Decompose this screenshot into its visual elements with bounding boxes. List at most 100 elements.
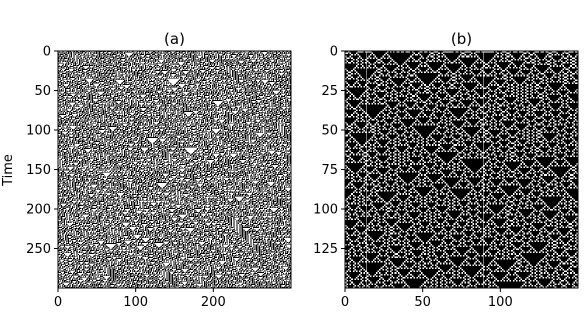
ca-row — [59, 241, 291, 243]
ca-row — [346, 145, 577, 148]
ca-row — [345, 269, 578, 271]
ca-row — [346, 243, 578, 246]
ca-row — [345, 232, 577, 235]
ca-row — [58, 248, 291, 250]
ca-row — [58, 174, 291, 176]
ca-row — [58, 269, 290, 271]
ca-row — [345, 60, 578, 63]
ca-row — [346, 212, 578, 214]
ca-row — [58, 277, 291, 279]
ca-row — [58, 130, 291, 131]
ca-row — [58, 270, 291, 272]
ca-row — [58, 265, 291, 266]
ca-row — [58, 88, 291, 90]
ca-row — [345, 257, 577, 260]
ca-row — [58, 247, 291, 249]
ca-row — [58, 200, 287, 202]
ca-row — [60, 80, 291, 82]
ca-row — [345, 223, 577, 225]
ca-row — [345, 178, 578, 181]
ca-row — [61, 275, 291, 277]
ca-row — [58, 56, 291, 58]
ca-row — [58, 257, 291, 258]
ca-row — [58, 259, 291, 261]
ca-row — [346, 284, 578, 287]
ca-row — [59, 172, 291, 174]
ca-row — [61, 117, 291, 119]
ca-row — [345, 264, 577, 266]
ca-row — [345, 69, 577, 72]
ca-row — [58, 235, 291, 237]
ca-row — [345, 71, 578, 74]
ca-row — [58, 103, 291, 105]
ca-row — [58, 216, 291, 217]
ca-row — [59, 283, 289, 285]
ca-row — [58, 253, 291, 255]
ca-row — [58, 88, 291, 89]
ca-row — [58, 106, 291, 108]
ca-row — [58, 220, 291, 222]
ca-row — [58, 282, 291, 284]
ca-row — [60, 69, 291, 70]
ca-row — [345, 193, 578, 195]
ca-row — [345, 84, 578, 86]
ca-row — [345, 139, 578, 142]
ca-row — [346, 115, 578, 118]
ca-row — [58, 187, 285, 189]
ca-row — [58, 153, 291, 155]
ca-row — [345, 73, 577, 75]
ca-row — [345, 204, 578, 206]
ca-row — [345, 63, 578, 66]
ca-row — [346, 128, 578, 130]
ca-row — [58, 119, 290, 121]
ca-row — [58, 208, 291, 209]
ca-row — [345, 51, 575, 53]
ca-row — [58, 246, 288, 247]
ca-row — [58, 143, 291, 145]
ca-row — [58, 141, 291, 143]
ca-row — [58, 232, 291, 234]
ca-row — [345, 182, 578, 184]
ca-row — [58, 71, 291, 73]
ca-row — [60, 234, 291, 236]
ca-row — [345, 246, 578, 249]
ca-row — [346, 58, 578, 61]
y-tick-label: 0 — [43, 45, 51, 60]
panel-title: (b) — [451, 30, 472, 48]
ca-row — [58, 182, 291, 184]
ca-row — [345, 131, 578, 134]
ca-row — [59, 238, 285, 240]
ca-row — [58, 178, 291, 179]
ca-row — [58, 96, 288, 98]
ca-row — [346, 62, 578, 64]
ca-row — [61, 272, 291, 274]
ca-row — [345, 234, 578, 236]
ca-row — [345, 54, 577, 56]
ca-row — [58, 89, 291, 91]
ca-row — [58, 237, 291, 239]
ca-row — [58, 228, 291, 230]
ca-row — [345, 245, 578, 247]
ca-row — [58, 215, 291, 217]
ca-row — [346, 68, 578, 70]
ca-row — [58, 57, 287, 59]
ca-row — [60, 53, 291, 55]
ca-row — [345, 130, 578, 132]
ca-row — [58, 156, 291, 158]
ca-row — [346, 215, 578, 217]
ca-row — [61, 254, 289, 256]
ca-row — [345, 156, 578, 159]
ca-row — [58, 250, 291, 252]
ca-row — [59, 166, 289, 168]
ca-row — [58, 190, 291, 191]
ca-row — [59, 123, 291, 125]
ca-row — [58, 280, 291, 281]
ca-row — [58, 235, 291, 236]
x-tick-label: 100 — [123, 295, 148, 310]
ca-row — [346, 122, 578, 124]
ca-row — [59, 256, 291, 258]
ca-row — [58, 107, 291, 108]
ca-row — [345, 101, 577, 104]
ca-row — [58, 181, 288, 183]
ca-row — [58, 222, 291, 224]
